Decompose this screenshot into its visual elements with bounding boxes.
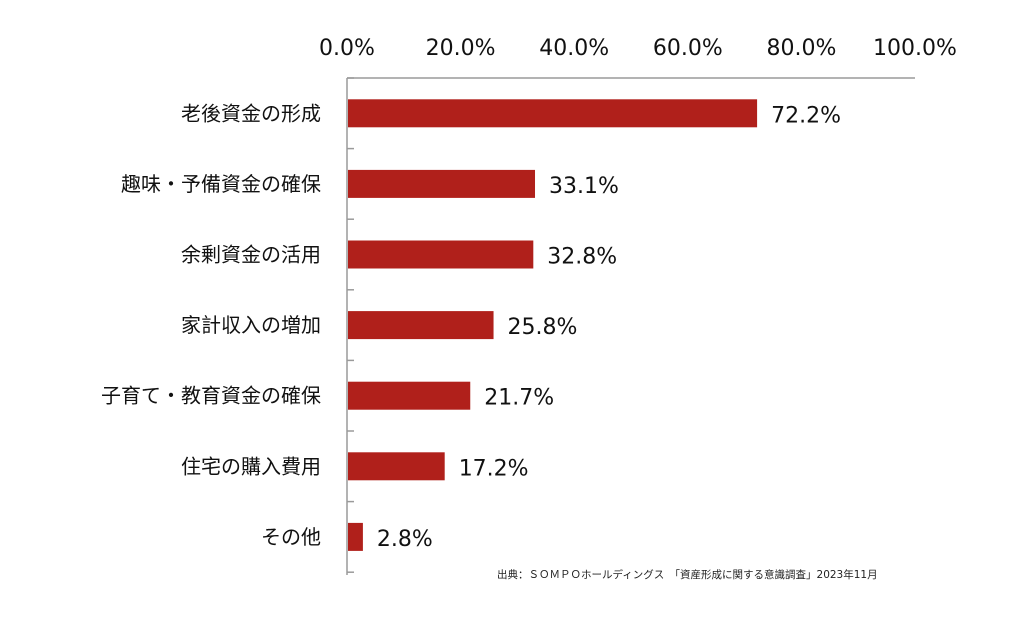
category-label: 家計収入の増加 — [181, 313, 321, 337]
bar — [348, 452, 445, 481]
category-label: 趣味・予備資金の確保 — [121, 172, 321, 196]
source-note: 出典：ＳＯＭＰＯホールディングス 「資産形成に関する意識調査」2023年11月 — [497, 568, 878, 581]
value-label: 2.8% — [377, 527, 433, 552]
x-tick-label: 40.0% — [539, 36, 609, 61]
category-label: 余剰資金の活用 — [181, 243, 321, 267]
value-label: 17.2% — [459, 456, 529, 481]
category-label: 老後資金の形成 — [181, 101, 321, 125]
category-label: 子育て・教育資金の確保 — [101, 384, 321, 408]
category-label: その他 — [261, 525, 321, 549]
value-label: 33.1% — [549, 174, 619, 199]
x-tick-label: 100.0% — [873, 36, 957, 61]
category-labels: 老後資金の形成趣味・予備資金の確保余剰資金の活用家計収入の増加子育て・教育資金の… — [101, 101, 321, 549]
category-label: 住宅の購入費用 — [181, 454, 321, 478]
x-tick-labels: 0.0% 20.0% 40.0% 60.0% 80.0% 100.0% — [319, 36, 957, 61]
value-label: 72.2% — [771, 103, 841, 128]
value-label: 32.8% — [547, 245, 617, 270]
bar — [348, 99, 758, 128]
bar — [348, 381, 471, 410]
axis-group — [346, 77, 915, 575]
bar — [348, 311, 494, 340]
x-tick-label: 20.0% — [426, 36, 496, 61]
bar — [348, 240, 534, 269]
value-label: 25.8% — [508, 315, 578, 340]
bar — [348, 522, 363, 551]
x-tick-label: 60.0% — [653, 36, 723, 61]
value-labels: 72.2% 33.1% 32.8% 25.8% 21.7% 17.2% 2.8% — [377, 103, 841, 552]
x-tick-label: 0.0% — [319, 36, 375, 61]
bar — [348, 169, 536, 198]
x-tick-label: 80.0% — [766, 36, 836, 61]
value-label: 21.7% — [484, 386, 554, 411]
bars — [348, 99, 758, 551]
